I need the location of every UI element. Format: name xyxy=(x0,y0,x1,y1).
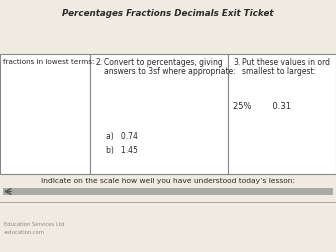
Text: 3.: 3. xyxy=(233,58,240,67)
Text: Percentages Fractions Decimals Exit Ticket: Percentages Fractions Decimals Exit Tick… xyxy=(62,9,274,18)
Bar xyxy=(228,54,336,174)
Text: Convert to percentages, giving: Convert to percentages, giving xyxy=(104,58,223,67)
Text: Indicate on the scale how well you have understood today’s lesson:: Indicate on the scale how well you have … xyxy=(41,178,295,184)
Text: fractions in lowest terms:: fractions in lowest terms: xyxy=(3,59,94,65)
Text: -education.com: -education.com xyxy=(4,230,45,235)
Text: smallest to largest:: smallest to largest: xyxy=(242,67,316,76)
Text: 25%        0.31: 25% 0.31 xyxy=(233,102,291,111)
Bar xyxy=(0,54,90,174)
Text: Put these values in ord: Put these values in ord xyxy=(242,58,330,67)
Text: Education Services Ltd: Education Services Ltd xyxy=(4,222,64,227)
Text: a)   0.74: a) 0.74 xyxy=(106,132,138,141)
Text: answers to 3sf where appropriate:: answers to 3sf where appropriate: xyxy=(104,67,236,76)
Bar xyxy=(3,188,333,195)
Text: b)   1.45: b) 1.45 xyxy=(106,146,138,155)
Bar xyxy=(90,54,228,174)
Text: 2.: 2. xyxy=(95,58,102,67)
